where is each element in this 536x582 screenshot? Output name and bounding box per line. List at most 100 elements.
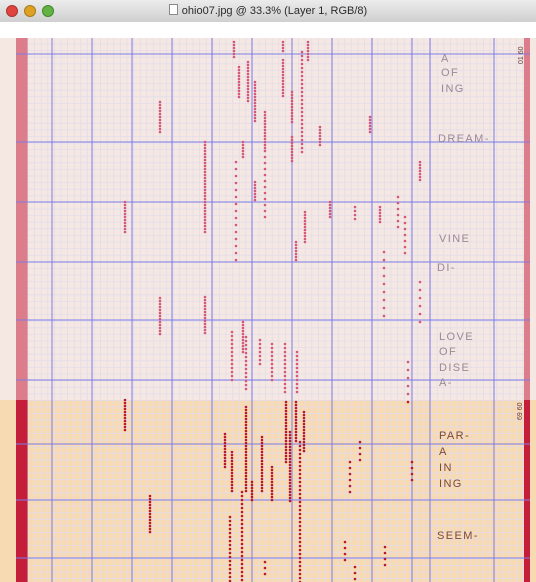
perforation-hole [230,362,234,366]
perforation-hole [290,93,294,97]
perforation-hole [284,436,288,440]
perforation-hole [263,122,267,126]
perforation-hole [203,161,207,165]
perforation-hole [298,472,302,476]
perforation-hole [263,203,267,207]
perforation-hole [203,197,207,201]
perforation-hole [343,552,347,556]
perforation-hole [368,121,372,125]
upper-left-margin [16,38,28,400]
perforation-hole [328,209,332,213]
perforation-hole [294,436,298,440]
minimize-button[interactable] [24,5,36,17]
roll-number-lower: 69 60 [517,402,524,420]
zoom-button[interactable] [42,5,54,17]
perforation-hole [288,433,292,437]
perforation-hole [230,330,234,334]
perforation-hole [246,84,250,88]
perforation-hole [203,170,207,174]
perforation-hole [343,546,347,550]
perforation-hole [244,387,248,391]
image-canvas[interactable]: A OF ING DREAM- VINE DI- LOVE OF DISE A-… [0,22,536,582]
perforation-hole [203,227,207,231]
perforation-hole [241,329,245,333]
perforation-hole [290,147,294,151]
perforation-hole [302,425,306,429]
perforation-hole [353,565,357,569]
perforation-hole [240,534,244,538]
perforation-hole [228,523,232,527]
perforation-hole [253,95,257,99]
perforation-hole [295,378,299,382]
perforation-hole [203,319,207,323]
perforation-hole [294,252,298,256]
perforation-hole [158,311,162,315]
perforation-hole [281,94,285,98]
close-button[interactable] [6,5,18,17]
perforation-hole [203,212,207,216]
perforation-hole [270,362,274,366]
perforation-hole [288,472,292,476]
perforation-hole [288,490,292,494]
perforation-hole [270,370,274,374]
perforation-hole [383,545,387,549]
perforation-hole [203,224,207,228]
perforation-hole [298,520,302,524]
perforation-hole [253,110,257,114]
title-bar[interactable]: ohio07.jpg @ 33.3% (Layer 1, RGB/8) [0,0,536,23]
perforation-hole [158,124,162,128]
perforation-hole [234,216,238,220]
perforation-hole [406,368,410,372]
perforation-hole [228,547,232,551]
perforation-hole [250,489,254,493]
perforation-hole [246,78,250,82]
perforation-hole [230,471,234,475]
perforation-hole [300,150,304,154]
perforation-hole [263,125,267,129]
perforation-hole [284,448,288,452]
perforation-hole [284,403,288,407]
perforation-hole [244,471,248,475]
perforation-hole [240,550,244,554]
perforation-hole [383,557,387,561]
perforation-hole [246,75,250,79]
perforation-hole [284,433,288,437]
perforation-hole [260,438,264,442]
perforation-hole [302,419,306,423]
perforation-hole [234,195,238,199]
perforation-hole [410,472,414,476]
perforation-hole [237,74,241,78]
perforation-hole [123,203,127,207]
perforation-hole [298,568,302,572]
perforation-hole [230,468,234,472]
perforation-hole [123,215,127,219]
perforation-hole [290,117,294,121]
perforation-hole [234,181,238,185]
perforation-hole [234,160,238,164]
perforation-hole [230,474,234,478]
perforation-hole [318,143,322,147]
perforation-hole [237,95,241,99]
perforation-hole [158,109,162,113]
lyric-word-a-2: A- [439,377,453,389]
lower-right-margin [524,400,530,582]
perforation-hole [123,209,127,213]
perforation-hole [396,195,400,199]
perforation-hole [228,555,232,559]
perforation-hole [382,314,386,318]
perforation-hole [288,439,292,443]
perforation-hole [295,382,299,386]
lyric-word-a: A [441,53,450,65]
perforation-hole [123,206,127,210]
perforation-hole [260,450,264,454]
perforation-hole [270,486,274,490]
perforation-hole [288,466,292,470]
perforation-hole [258,350,262,354]
perforation-hole [290,141,294,145]
perforation-hole [303,216,307,220]
perforation-hole [158,130,162,134]
perforation-hole [246,72,250,76]
perforation-hole [263,215,267,219]
perforation-hole [123,218,127,222]
perforation-hole [240,538,244,542]
